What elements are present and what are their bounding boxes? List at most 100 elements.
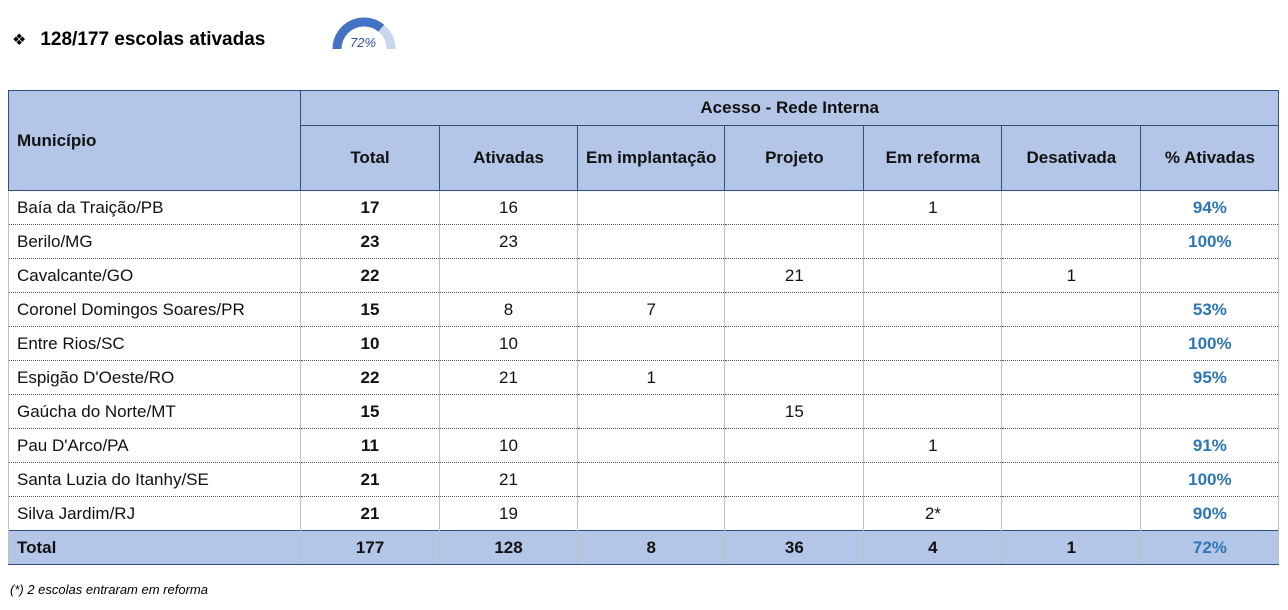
table-cell: Santa Luzia do Itanhy/SE [8, 462, 301, 497]
summary-title: 128/177 escolas ativadas [40, 29, 266, 50]
table-cell [1140, 394, 1280, 429]
table-cell: 1 [576, 360, 726, 395]
table-cell [576, 224, 726, 259]
schools-table: Município Acesso - Rede Interna Total Ativ… [8, 90, 1280, 565]
table-cell [1001, 326, 1142, 361]
table-cell: 100% [1140, 326, 1280, 361]
table-cell: 90% [1140, 496, 1280, 531]
table-cell: 21 [300, 496, 440, 531]
table-cell: 15 [300, 292, 440, 327]
column-header: Desativada [1001, 125, 1142, 191]
table-cell [1001, 394, 1142, 429]
table-cell: 21 [439, 360, 578, 395]
table-cell: 94% [1140, 190, 1280, 225]
column-header: Em implantação [576, 125, 726, 191]
table-cell [576, 190, 726, 225]
table-cell: Pau D'Arco/PA [8, 428, 301, 463]
table-row: Entre Rios/SC 10 10 100% [8, 326, 1280, 361]
table-cell: Gaúcha do Norte/MT [8, 394, 301, 429]
table-row: Silva Jardim/RJ 21 19 2* 90% [8, 496, 1280, 531]
total-cell: 8 [576, 530, 726, 565]
table-cell: 1 [1001, 258, 1142, 293]
table-cell: 100% [1140, 462, 1280, 497]
table-row: Coronel Domingos Soares/PR 15 8 7 53% [8, 292, 1280, 327]
table-cell: Coronel Domingos Soares/PR [8, 292, 301, 327]
table-cell: 21 [724, 258, 865, 293]
table-cell: 10 [439, 428, 578, 463]
table-cell [1001, 292, 1142, 327]
table-cell: Espigão D'Oeste/RO [8, 360, 301, 395]
table-cell [576, 428, 726, 463]
table-cell: 16 [439, 190, 578, 225]
total-cell: 4 [863, 530, 1003, 565]
table-row: Berilo/MG 23 23 100% [8, 224, 1280, 259]
table-cell [576, 258, 726, 293]
table-cell: 8 [439, 292, 578, 327]
column-header: Projeto [724, 125, 865, 191]
table-row: Cavalcante/GO 22 21 1 [8, 258, 1280, 293]
summary: ❖ 128/177 escolas ativadas [12, 20, 265, 60]
table-cell: Entre Rios/SC [8, 326, 301, 361]
table-cell [576, 326, 726, 361]
table-cell [863, 462, 1003, 497]
table-row: Baía da Traição/PB 17 16 1 94% [8, 190, 1280, 225]
table-cell: 15 [300, 394, 440, 429]
table-cell: 100% [1140, 224, 1280, 259]
table-cell: 23 [439, 224, 578, 259]
group-header: Acesso - Rede Interna [299, 90, 1280, 126]
table-cell: 10 [300, 326, 440, 361]
table-cell [576, 496, 726, 531]
table-cell [863, 360, 1003, 395]
gauge-fill [332, 17, 385, 50]
table-row: Pau D'Arco/PA 11 10 1 91% [8, 428, 1280, 463]
total-cell: 72% [1140, 530, 1280, 565]
table-cell: Berilo/MG [8, 224, 301, 259]
table-cell [724, 428, 865, 463]
table-cell: 10 [439, 326, 578, 361]
table-row: Gaúcha do Norte/MT 15 15 [8, 394, 1280, 429]
table-cell: Silva Jardim/RJ [8, 496, 301, 531]
table-cell [576, 462, 726, 497]
table-cell [724, 326, 865, 361]
column-header: Total [300, 125, 440, 191]
table-cell: Cavalcante/GO [8, 258, 301, 293]
table-cell [863, 326, 1003, 361]
column-header: Ativadas [439, 125, 578, 191]
table-cell [863, 224, 1003, 259]
table-cell: 2* [863, 496, 1003, 531]
table-cell [863, 394, 1003, 429]
total-cell: 1 [1001, 530, 1142, 565]
table-cell [724, 224, 865, 259]
table-cell [1001, 496, 1142, 531]
total-cell: 177 [300, 530, 440, 565]
table-row: Espigão D'Oeste/RO 22 21 1 95% [8, 360, 1280, 395]
table-cell: 91% [1140, 428, 1280, 463]
table-cell [1001, 428, 1142, 463]
footnote: (*) 2 escolas entraram em reforma [10, 582, 208, 597]
gauge: 72% [332, 17, 396, 50]
table-cell: 11 [300, 428, 440, 463]
total-cell: Total [8, 530, 301, 565]
table-cell [724, 190, 865, 225]
table-cell [724, 462, 865, 497]
table-cell: 23 [300, 224, 440, 259]
table-row: Santa Luzia do Itanhy/SE 21 21 100% [8, 462, 1280, 497]
table-cell [724, 496, 865, 531]
table-cell: 21 [300, 462, 440, 497]
bullet-icon: ❖ [12, 32, 27, 49]
table-cell [724, 292, 865, 327]
table-cell [1001, 360, 1142, 395]
table-cell [439, 394, 578, 429]
table-cell [576, 394, 726, 429]
table-cell: 95% [1140, 360, 1280, 395]
total-row: Total 177 128 8 36 4 1 72% [8, 530, 1280, 565]
table-cell: 22 [300, 360, 440, 395]
total-cell: 128 [439, 530, 578, 565]
table-cell: 22 [300, 258, 440, 293]
table-cell: Baía da Traição/PB [8, 190, 301, 225]
gauge-label: 72% [350, 35, 376, 50]
table-cell: 19 [439, 496, 578, 531]
table-cell [1001, 224, 1142, 259]
table-cell: 53% [1140, 292, 1280, 327]
